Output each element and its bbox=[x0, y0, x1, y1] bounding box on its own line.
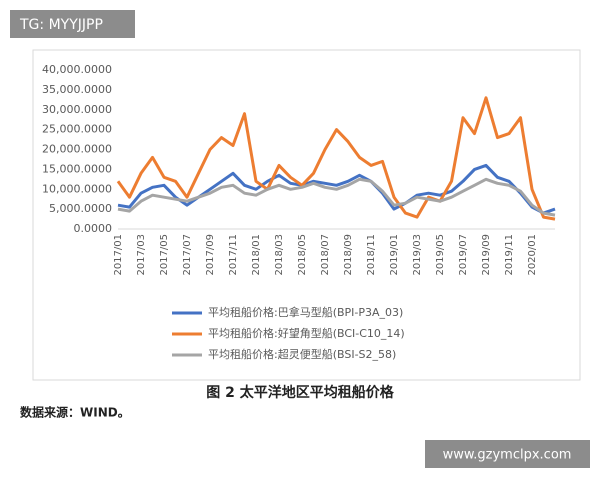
y-tick-label: 15,000.0000 bbox=[42, 162, 112, 175]
x-tick-label: 2017/03 bbox=[136, 234, 147, 276]
site-url: www.gzymclpx.com bbox=[443, 448, 572, 463]
site-box bbox=[425, 440, 590, 468]
x-tick-label: 2018/07 bbox=[320, 234, 331, 276]
x-tick-label: 2018/01 bbox=[251, 234, 262, 276]
y-tick-label: 35,000.0000 bbox=[42, 83, 112, 96]
watermark-box bbox=[10, 10, 135, 38]
x-tick-label: 2018/03 bbox=[274, 234, 285, 276]
x-tick-label: 2018/11 bbox=[366, 234, 377, 276]
y-tick-label: 5,000.0000 bbox=[49, 202, 112, 215]
y-tick-label: 40,000.0000 bbox=[42, 63, 112, 76]
legend-label: 平均租船价格:超灵便型船(BSI-S2_58) bbox=[208, 347, 396, 361]
y-tick-label: 25,000.0000 bbox=[42, 123, 112, 136]
y-tick-label: 0.0000 bbox=[74, 222, 113, 235]
x-tick-label: 2017/11 bbox=[228, 234, 239, 276]
y-tick-label: 30,000.0000 bbox=[42, 103, 112, 116]
x-tick-label: 2019/01 bbox=[389, 234, 400, 276]
series-line bbox=[117, 177, 556, 217]
x-tick-label: 2020/01 bbox=[527, 234, 538, 276]
x-tick-label: 2018/09 bbox=[343, 234, 354, 276]
x-tick-label: 2019/05 bbox=[435, 234, 446, 276]
watermark: TG: MYYJJPP bbox=[19, 17, 103, 33]
x-tick-label: 2019/09 bbox=[481, 234, 492, 276]
legend-label: 平均租船价格:好望角型船(BCI-C10_14) bbox=[208, 326, 405, 340]
y-tick-label: 10,000.0000 bbox=[42, 182, 112, 195]
legend-label: 平均租船价格:巴拿马型船(BPI-P3A_03) bbox=[208, 305, 403, 319]
x-tick-label: 2018/05 bbox=[297, 234, 308, 276]
y-tick-label: 20,000.0000 bbox=[42, 143, 112, 156]
x-tick-label: 2017/07 bbox=[182, 234, 193, 276]
x-tick-label: 2019/11 bbox=[504, 234, 515, 276]
x-tick-label: 2017/01 bbox=[113, 234, 124, 276]
series-line bbox=[116, 96, 556, 221]
x-tick-label: 2017/05 bbox=[159, 234, 170, 276]
source: 数据来源：WIND。 bbox=[20, 405, 130, 420]
x-tick-label: 2019/07 bbox=[458, 234, 469, 276]
x-tick-label: 2019/03 bbox=[412, 234, 423, 276]
chart-frame bbox=[32, 49, 581, 381]
caption: 图 2 太平洋地区平均租船价格 bbox=[206, 384, 394, 401]
series-line bbox=[117, 163, 556, 215]
x-tick-label: 2017/09 bbox=[205, 234, 216, 276]
